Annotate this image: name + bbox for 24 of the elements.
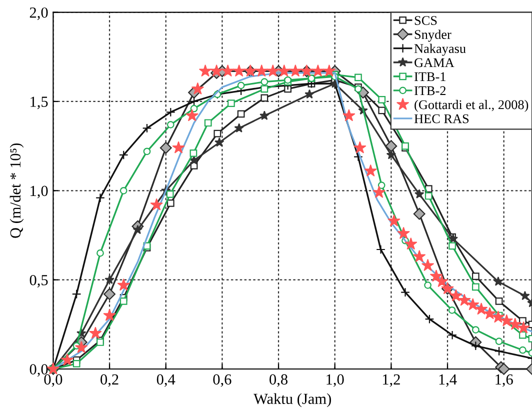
legend-label: ITB-2 [414,86,446,96]
y-tick-label: 1,0 [30,186,48,198]
legend-label: (Gottardi et al., 2008) [414,100,528,112]
y-axis-title: Q (m/det * 10⁵) [10,143,24,238]
x-tick-label: 0,6 [213,374,232,387]
x-tick-label: 0,2 [100,374,118,387]
y-tick-label: 1,5 [30,96,48,110]
x-tick-label: 1,4 [439,374,457,387]
legend-label: Nakayasu [414,44,466,56]
x-tick-label: 1,6 [496,374,513,387]
y-tick-label: 0,0 [30,364,48,377]
legend-label: HEC RAS [414,114,469,124]
legend-label: SCS [414,16,437,25]
x-axis-title: Waktu (Jam) [254,393,331,408]
legend-label: Snyder [414,30,452,42]
legend-label: ITB-1 [414,72,446,82]
legend-label: GAMA [414,58,454,68]
y-tick-label: 2,0 [30,7,48,20]
x-tick-label: 0,0 [44,374,62,387]
x-tick-label: 1,0 [326,374,344,387]
x-tick-label: 0,8 [270,374,288,387]
y-tick-label: 0,5 [30,274,48,288]
x-tick-label: 0,4 [156,374,176,387]
x-tick-label: 1,2 [382,374,400,387]
